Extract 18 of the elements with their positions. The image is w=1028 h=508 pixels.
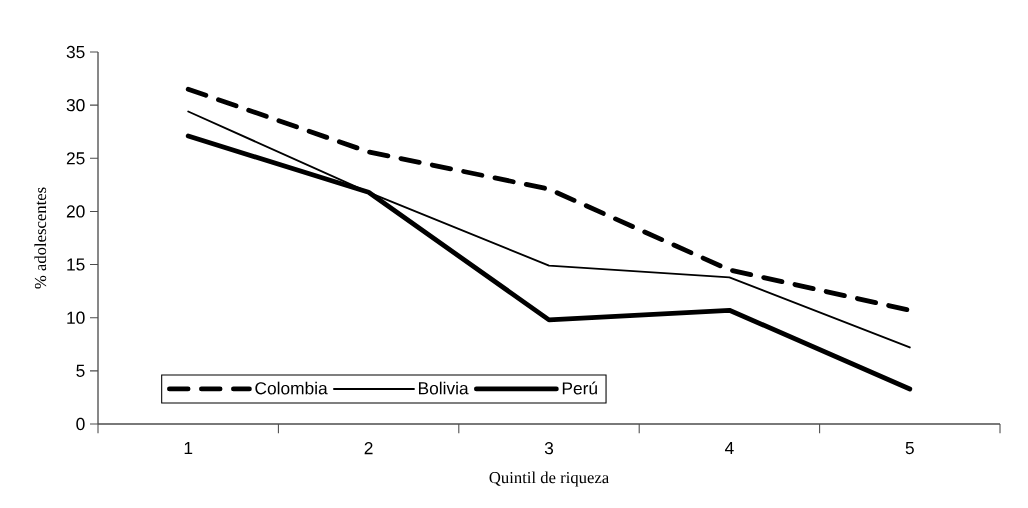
legend-label: Perú [562, 381, 597, 395]
x-tick-label: 4 [724, 442, 734, 454]
y-tick-label: 5 [76, 364, 85, 377]
legend-label: Colombia [255, 381, 328, 395]
x-tick-label: 1 [184, 442, 193, 454]
x-tick-label: 5 [905, 442, 914, 455]
legend-label: Bolivia [418, 381, 469, 395]
y-tick-label: 35 [66, 45, 85, 59]
y-tick-label: 25 [66, 152, 85, 165]
x-tick-label: 3 [544, 442, 554, 455]
y-axis-title: % adolescentes [34, 187, 47, 289]
y-tick-label: 0 [76, 417, 85, 431]
y-tick-label: 20 [66, 205, 85, 218]
y-tick-label: 10 [67, 311, 85, 324]
x-axis-title: Quintil de riqueza [489, 471, 609, 487]
y-tick-label: 30 [66, 99, 85, 112]
x-tick-label: 2 [364, 442, 373, 455]
y-tick-label: 15 [67, 258, 85, 271]
